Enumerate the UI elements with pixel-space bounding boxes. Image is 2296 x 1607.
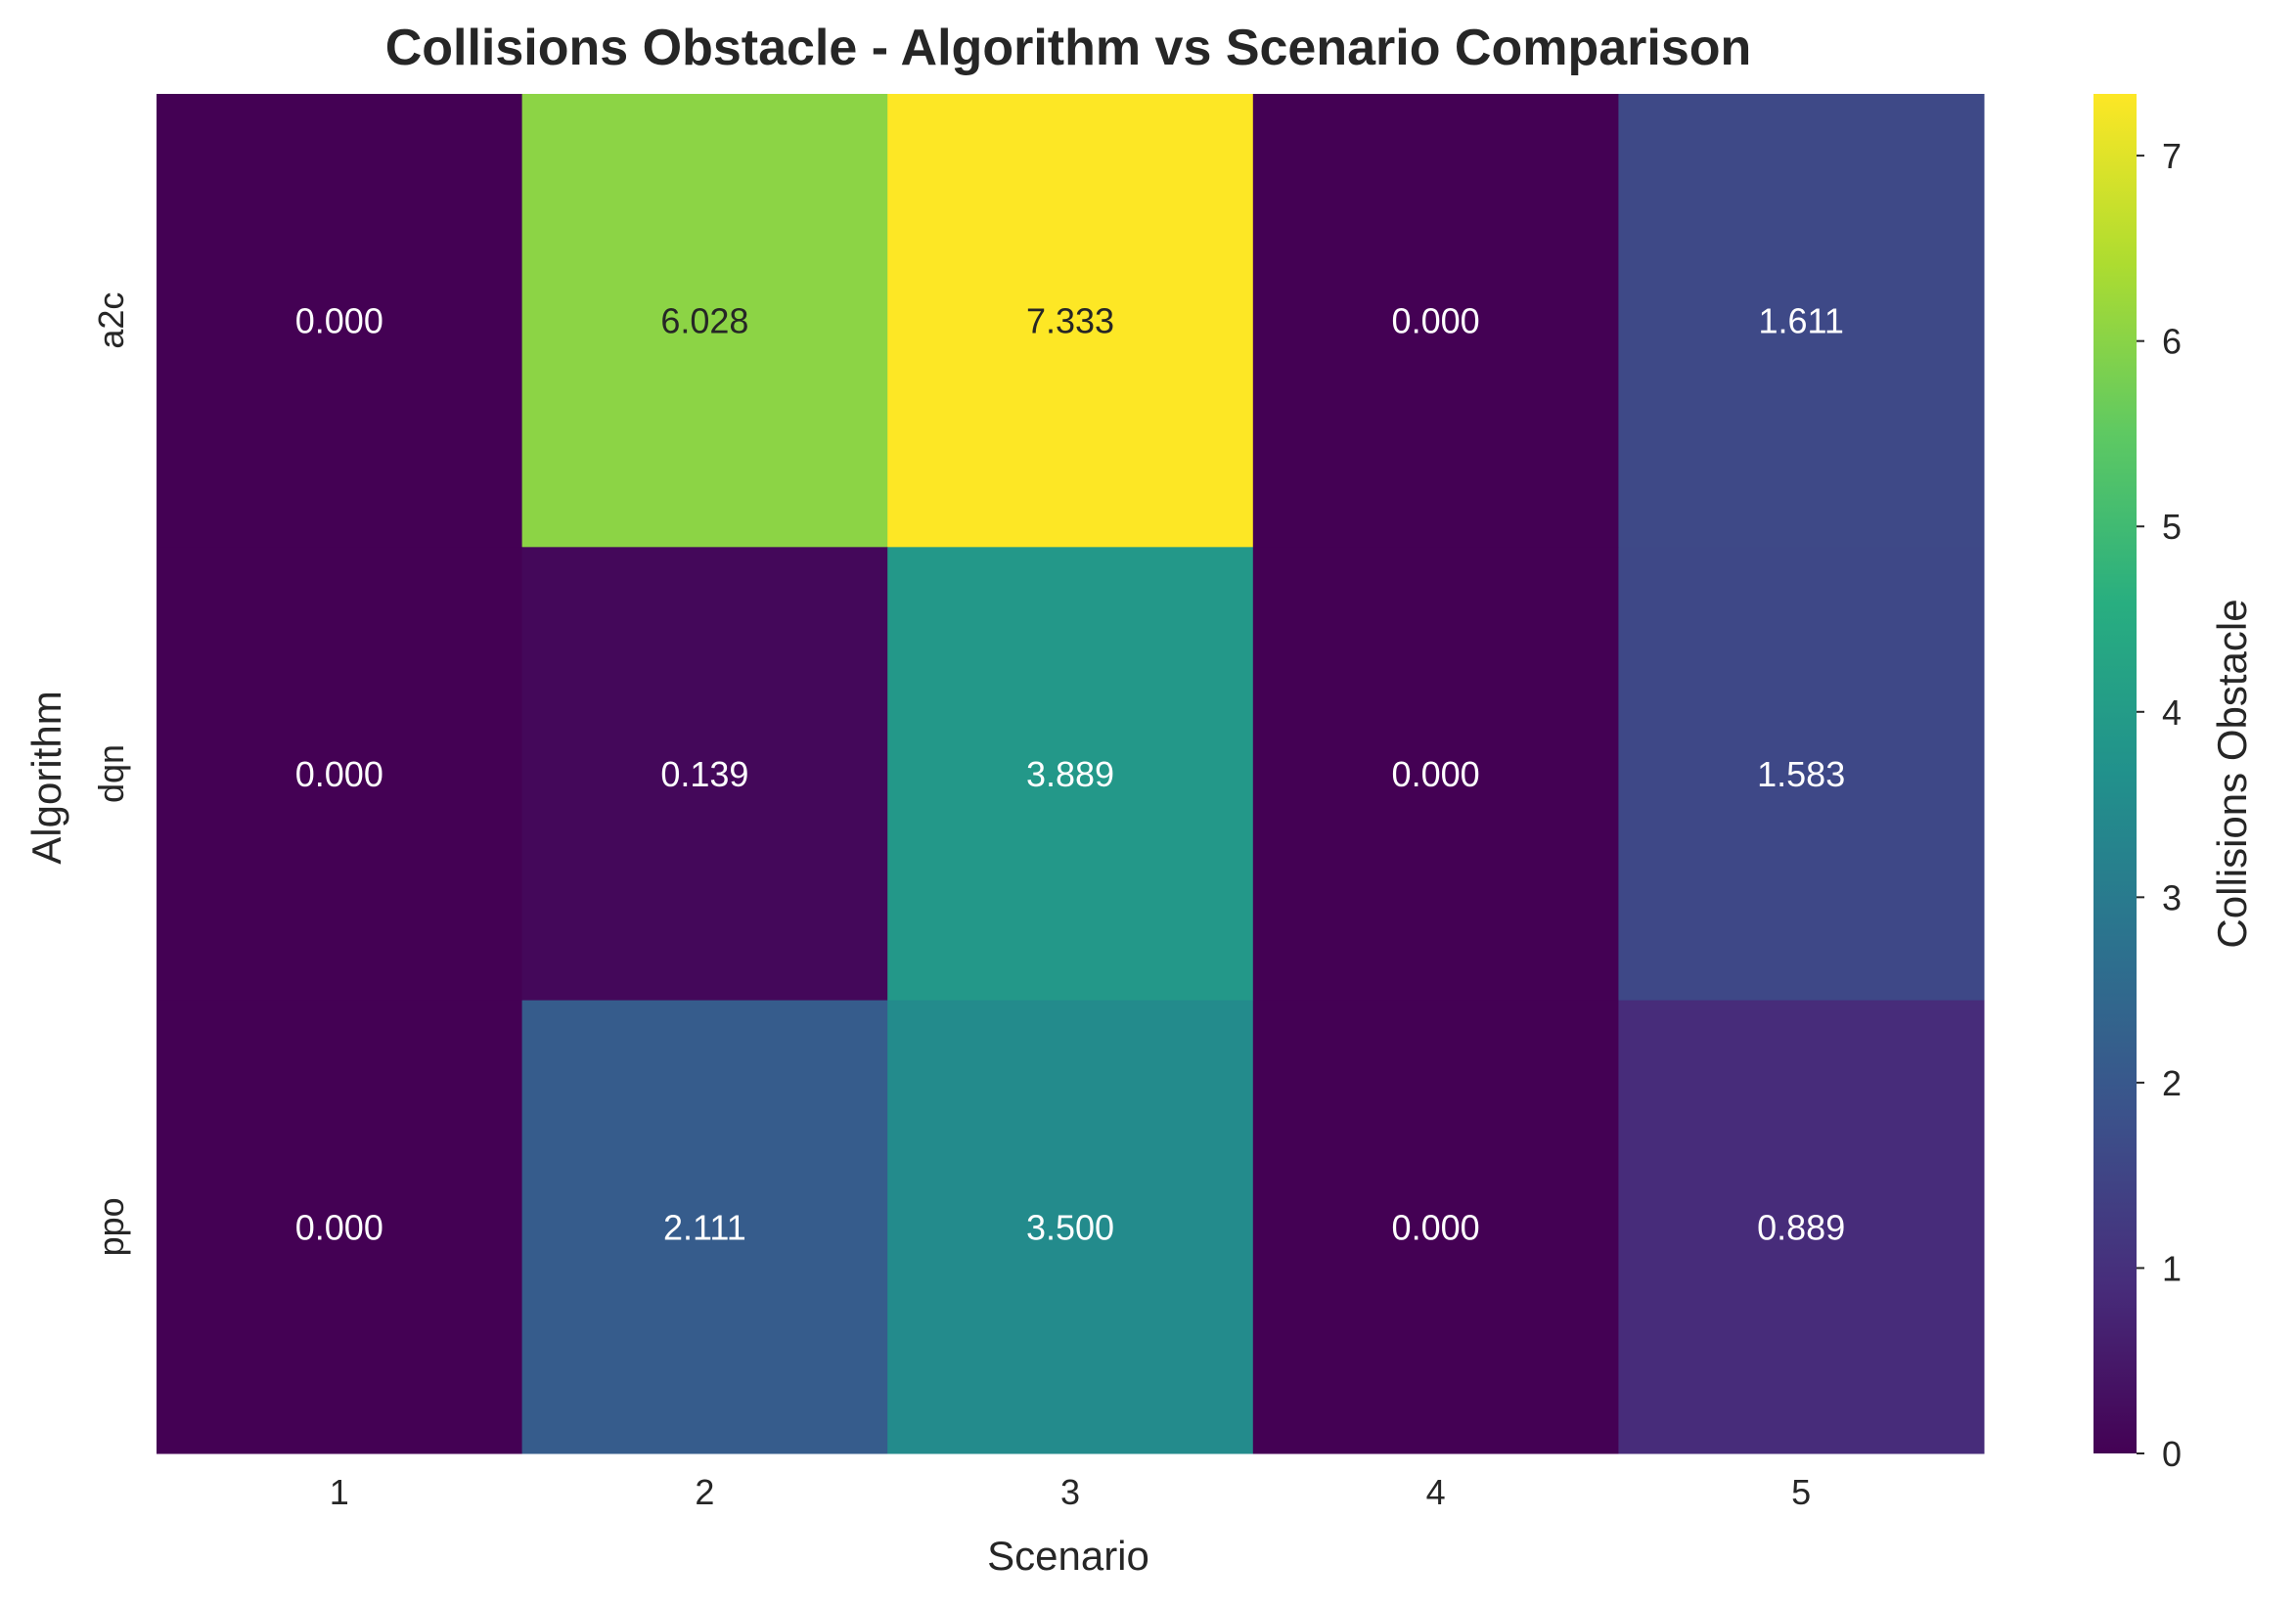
heatmap-cell-label: 0.889 — [1757, 1207, 1845, 1247]
x-axis-ticks: 1 2 3 4 5 — [330, 1472, 1811, 1512]
heatmap-cell-label: 0.000 — [295, 1207, 383, 1247]
x-axis-label: Scenario — [987, 1533, 1149, 1579]
heatmap-cell — [1252, 94, 1619, 548]
heatmap-cell-label: 1.583 — [1757, 754, 1845, 794]
heatmap-cell — [521, 94, 888, 548]
heatmap-cell-label: 0.000 — [295, 754, 383, 794]
heatmap-cell-label: 0.139 — [660, 754, 748, 794]
heatmap-cell-label: 7.333 — [1026, 301, 1114, 341]
x-tick-label: 2 — [695, 1472, 714, 1512]
heatmap-cell — [1618, 547, 1985, 1002]
heatmap-cell — [1252, 1000, 1619, 1454]
heatmap-cell — [521, 1000, 888, 1454]
y-tick-label: ppo — [91, 1197, 131, 1256]
colorbar-tick-label: 2 — [2162, 1063, 2182, 1103]
colorbar-tick-label: 4 — [2162, 692, 2182, 733]
chart-title: Collisions Obstacle - Algorithm vs Scena… — [385, 20, 1752, 76]
x-tick-label: 4 — [1426, 1472, 1446, 1512]
heatmap-cell — [887, 1000, 1254, 1454]
colorbar-label: Collisions Obstacle — [2209, 599, 2255, 948]
y-axis-ticks: a2c dqn ppo — [91, 292, 131, 1257]
colorbar-tick-label: 3 — [2162, 877, 2182, 917]
heatmap-cell — [1252, 547, 1619, 1002]
heatmap-cell — [157, 547, 523, 1002]
heatmap-cell-label: 3.889 — [1026, 754, 1114, 794]
heatmap-cell-label: 6.028 — [660, 301, 748, 341]
heatmap-cell-label: 0.000 — [1392, 301, 1480, 341]
heatmap-cell-labels: 0.000 6.028 7.333 0.000 1.611 0.000 0.139 3.889… — [295, 301, 1845, 1248]
colorbar-tick-label: 7 — [2162, 136, 2182, 176]
heatmap-cell-label: 0.000 — [295, 301, 383, 341]
heatmap-cell-label: 0.000 — [1392, 1207, 1480, 1247]
heatmap-cell-label: 0.000 — [1392, 754, 1480, 794]
heatmap-cells — [157, 94, 1985, 1454]
colorbar — [2093, 94, 2137, 1453]
x-tick-label: 3 — [1060, 1472, 1080, 1512]
colorbar-tick-label: 0 — [2162, 1434, 2182, 1474]
heatmap-cell-label: 3.500 — [1026, 1207, 1114, 1247]
colorbar-tick-label: 6 — [2162, 322, 2182, 362]
heatmap-cell — [1618, 94, 1985, 548]
y-tick-label: a2c — [91, 292, 131, 349]
heatmap-cell — [157, 94, 523, 548]
colorbar-tick-label: 5 — [2162, 507, 2182, 547]
x-tick-label: 1 — [330, 1472, 349, 1512]
y-axis-label: Algorithm — [23, 691, 69, 864]
heatmap-cell — [887, 94, 1254, 548]
heatmap-cell-label: 2.111 — [663, 1207, 746, 1247]
heatmap-cell-label: 1.611 — [1758, 301, 1843, 341]
colorbar-tick-label: 1 — [2162, 1248, 2182, 1288]
heatmap-cell — [887, 547, 1254, 1002]
heatmap-cell — [1618, 1000, 1985, 1454]
x-tick-label: 5 — [1791, 1472, 1811, 1512]
heatmap-cell — [521, 547, 888, 1002]
colorbar-ticks: 0 1 2 3 4 5 6 7 — [2137, 136, 2182, 1474]
y-tick-label: dqn — [91, 744, 131, 803]
heatmap-cell — [157, 1000, 523, 1454]
